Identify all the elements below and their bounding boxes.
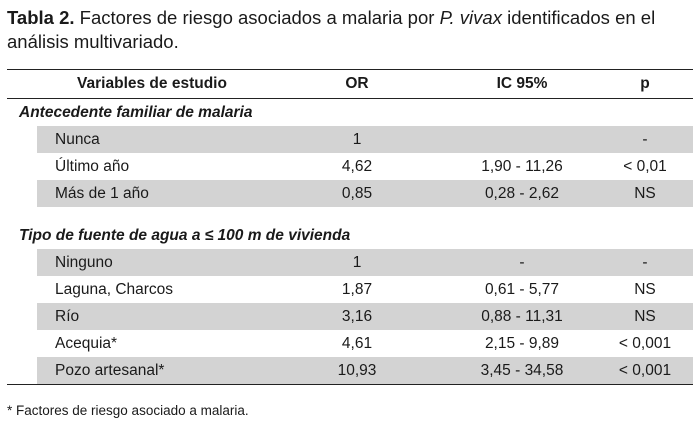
cell-ic: - — [519, 253, 525, 271]
table-row: Más de 1 año 0,85 0,28 - 2,62 NS — [37, 180, 693, 207]
cell-p: < 0,001 — [618, 334, 672, 352]
cell-or: 10,93 — [337, 361, 377, 379]
cell-variable: Laguna, Charcos — [55, 280, 174, 298]
cell-variable: Más de 1 año — [55, 184, 149, 202]
table-row: Nunca 1 - — [37, 126, 693, 153]
cell-or: 4,61 — [341, 334, 373, 352]
cell-variable: Ninguno — [55, 253, 113, 271]
section-title: Antecedente familiar de malaria — [7, 99, 693, 126]
cell-p: NS — [634, 280, 656, 298]
cell-or: 4,62 — [341, 157, 373, 175]
cell-ic: 0,88 - 11,31 — [481, 307, 563, 325]
cell-or: 3,16 — [341, 307, 373, 325]
risk-factors-table: Variables de estudio OR IC 95% p Anteced… — [7, 69, 693, 385]
header-p: p — [640, 75, 650, 92]
cell-ic: 0,28 - 2,62 — [484, 184, 560, 202]
cell-p: NS — [634, 307, 656, 325]
cell-variable: Pozo artesanal* — [55, 361, 165, 379]
cell-variable: Acequia* — [55, 334, 118, 352]
cell-variable: Último año — [55, 157, 130, 175]
cell-p: NS — [634, 184, 656, 202]
cell-p: < 0,01 — [623, 157, 667, 175]
header-ic: IC 95% — [496, 75, 548, 92]
section-title-text: Tipo de fuente de agua a ≤ 100 m de vivi… — [19, 226, 351, 244]
header-or: OR — [345, 75, 369, 92]
cell-or: 0,85 — [341, 184, 373, 202]
cell-or: 1,87 — [341, 280, 373, 298]
cell-ic: 2,15 - 9,89 — [484, 334, 560, 352]
table-row: Pozo artesanal* 10,93 3,45 - 34,58 < 0,0… — [37, 357, 693, 384]
cell-p: < 0,001 — [618, 361, 672, 379]
cell-ic: 1,90 - 11,26 — [481, 157, 563, 175]
caption-text: Factores de riesgo asociados a malaria p… — [74, 7, 440, 28]
cell-ic: 3,45 - 34,58 — [480, 361, 564, 379]
section-title: Tipo de fuente de agua a ≤ 100 m de vivi… — [7, 222, 693, 249]
table-row: Laguna, Charcos 1,87 0,61 - 5,77 NS — [7, 276, 693, 303]
cell-variable: Nunca — [55, 130, 100, 148]
table-row: Último año 4,62 1,90 - 11,26 < 0,01 — [7, 153, 693, 180]
table-header: Variables de estudio OR IC 95% p — [7, 70, 693, 99]
table-row: Río 3,16 0,88 - 11,31 NS — [37, 303, 693, 330]
cell-variable: Río — [55, 307, 80, 325]
cell-or: 1 — [352, 253, 362, 271]
table-caption: Tabla 2. Factores de riesgo asociados a … — [7, 6, 693, 54]
cell-p: - — [642, 253, 648, 271]
table-row: Ninguno 1 - - — [37, 249, 693, 276]
header-variable: Variables de estudio — [77, 75, 227, 92]
section-gap — [7, 207, 693, 222]
table-footnote: * Factores de riesgo asociado a malaria. — [7, 403, 249, 418]
caption-species: P. vivax — [439, 7, 502, 28]
table-row: Acequia* 4,61 2,15 - 9,89 < 0,001 — [7, 330, 693, 357]
section-title-text: Antecedente familiar de malaria — [19, 103, 253, 121]
cell-ic — [447, 126, 597, 153]
cell-ic: 0,61 - 5,77 — [484, 280, 560, 298]
caption-label: Tabla 2. — [7, 7, 75, 28]
caption-text-end: identificados en el análisis multivariad… — [7, 7, 656, 52]
cell-p: - — [642, 130, 648, 148]
cell-or: 1 — [352, 130, 362, 148]
